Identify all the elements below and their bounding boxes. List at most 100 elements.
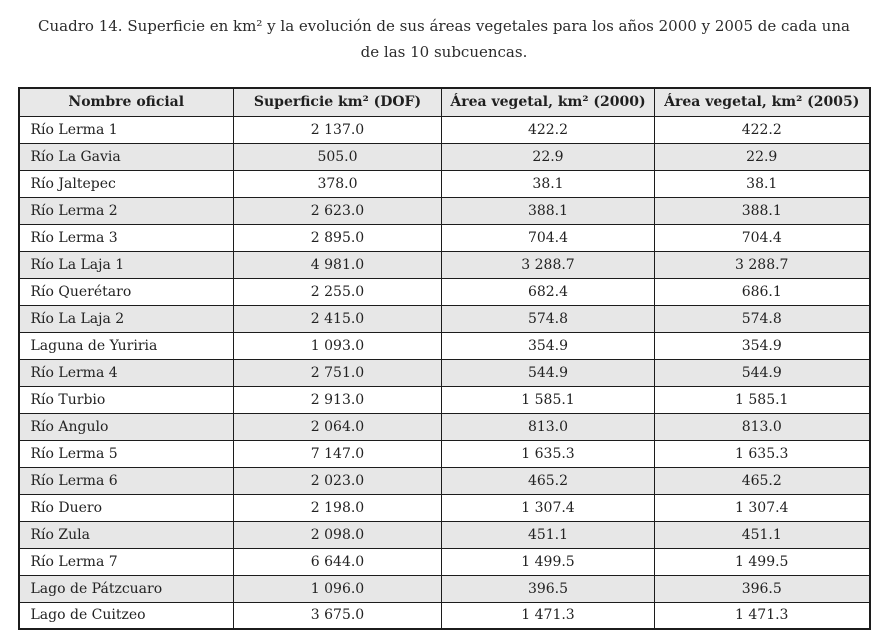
cell-area-2005: 396.5 [654,574,870,603]
cell-area-2005: 388.1 [654,196,870,225]
cell-nombre-oficial: Río La Laja 2 [18,304,234,333]
cell-nombre-oficial: Río Lerma 7 [18,547,234,576]
cell-nombre-oficial: Río Lerma 3 [18,223,234,252]
cell-area-2000: 38.1 [441,169,655,198]
cell-area-2005: 22.9 [654,142,870,171]
cell-superficie: 2 895.0 [233,223,442,252]
header-row: Nombre oficial Superficie km² (DOF) Área v… [18,87,870,117]
cell-area-2000: 354.9 [441,331,655,360]
cell-area-2005: 465.2 [654,466,870,495]
cell-superficie: 1 093.0 [233,331,442,360]
cell-area-2000: 1 499.5 [441,547,655,576]
cell-area-2005: 813.0 [654,412,870,441]
cell-superficie: 2 137.0 [233,115,442,144]
cell-area-2000: 422.2 [441,115,655,144]
table-row: Lago de Pátzcuaro 1 096.0 396.5 396.5 [18,574,870,603]
cell-superficie: 378.0 [233,169,442,198]
cell-area-2000: 388.1 [441,196,655,225]
cell-area-2005: 1 307.4 [654,493,870,522]
cell-area-2000: 465.2 [441,466,655,495]
cell-area-2005: 3 288.7 [654,250,870,279]
cell-area-2000: 3 288.7 [441,250,655,279]
cell-nombre-oficial: Río Querétaro [18,277,234,306]
cell-nombre-oficial: Río Lerma 4 [18,358,234,387]
cell-nombre-oficial: Lago de Pátzcuaro [18,574,234,603]
cell-area-2005: 704.4 [654,223,870,252]
cell-superficie: 2 023.0 [233,466,442,495]
table-row: Lago de Cuitzeo 3 675.0 1 471.3 1 471.3 [18,601,870,630]
cell-area-2005: 1 635.3 [654,439,870,468]
column-header: Área vegetal, km² (2000) [441,87,655,117]
cell-nombre-oficial: Río Zula [18,520,234,549]
cell-area-2005: 354.9 [654,331,870,360]
cell-area-2000: 813.0 [441,412,655,441]
cell-area-2000: 682.4 [441,277,655,306]
cell-area-2005: 686.1 [654,277,870,306]
cell-nombre-oficial: Río Turbio [18,385,234,414]
table-row: Laguna de Yuriria 1 093.0 354.9 354.9 [18,331,870,360]
table-row: Río La Gavia 505.0 22.9 22.9 [18,142,870,171]
cell-area-2005: 544.9 [654,358,870,387]
cell-nombre-oficial: Río La Gavia [18,142,234,171]
column-header: Área vegetal, km² (2005) [654,87,870,117]
cell-area-2005: 422.2 [654,115,870,144]
cell-area-2000: 1 635.3 [441,439,655,468]
cell-area-2005: 1 499.5 [654,547,870,576]
table-row: Río Jaltepec 378.0 38.1 38.1 [18,169,870,198]
cell-superficie: 1 096.0 [233,574,442,603]
cell-nombre-oficial: Lago de Cuitzeo [18,601,234,630]
table-caption: Cuadro 14. Superficie en km² y la evoluc… [0,14,888,65]
cell-area-2000: 1 307.4 [441,493,655,522]
cell-superficie: 2 098.0 [233,520,442,549]
cell-superficie: 6 644.0 [233,547,442,576]
cell-area-2000: 22.9 [441,142,655,171]
cell-area-2000: 704.4 [441,223,655,252]
cell-superficie: 2 415.0 [233,304,442,333]
cell-superficie: 2 198.0 [233,493,442,522]
table-row: Río Angulo 2 064.0 813.0 813.0 [18,412,870,441]
cell-nombre-oficial: Río Angulo [18,412,234,441]
cell-superficie: 2 751.0 [233,358,442,387]
document-page: Cuadro 14. Superficie en km² y la evoluc… [0,14,888,643]
cell-nombre-oficial: Río Jaltepec [18,169,234,198]
cell-superficie: 2 623.0 [233,196,442,225]
cell-area-2000: 544.9 [441,358,655,387]
cell-area-2005: 1 471.3 [654,601,870,630]
cell-nombre-oficial: Río Lerma 5 [18,439,234,468]
cell-area-2000: 1 471.3 [441,601,655,630]
cell-superficie: 4 981.0 [233,250,442,279]
cell-superficie: 7 147.0 [233,439,442,468]
cell-area-2005: 1 585.1 [654,385,870,414]
column-header: Superficie km² (DOF) [233,87,442,117]
cell-area-2000: 451.1 [441,520,655,549]
cell-area-2000: 396.5 [441,574,655,603]
table-row: Río Turbio 2 913.0 1 585.1 1 585.1 [18,385,870,414]
cell-superficie: 2 255.0 [233,277,442,306]
cell-superficie: 505.0 [233,142,442,171]
cell-area-2005: 38.1 [654,169,870,198]
data-table: Nombre oficial Superficie km² (DOF) Área v… [17,87,871,630]
table-row: Río Querétaro 2 255.0 682.4 686.1 [18,277,870,306]
cell-superficie: 2 064.0 [233,412,442,441]
cell-nombre-oficial: Río Lerma 1 [18,115,234,144]
cell-superficie: 3 675.0 [233,601,442,630]
cell-nombre-oficial: Laguna de Yuriria [18,331,234,360]
column-header: Nombre oficial [18,87,234,117]
table-row: Río Zula 2 098.0 451.1 451.1 [18,520,870,549]
cell-area-2000: 574.8 [441,304,655,333]
cell-nombre-oficial: Río Duero [18,493,234,522]
cell-nombre-oficial: Río Lerma 6 [18,466,234,495]
cell-area-2005: 574.8 [654,304,870,333]
table-row: Río Duero 2 198.0 1 307.4 1 307.4 [18,493,870,522]
cell-area-2005: 451.1 [654,520,870,549]
